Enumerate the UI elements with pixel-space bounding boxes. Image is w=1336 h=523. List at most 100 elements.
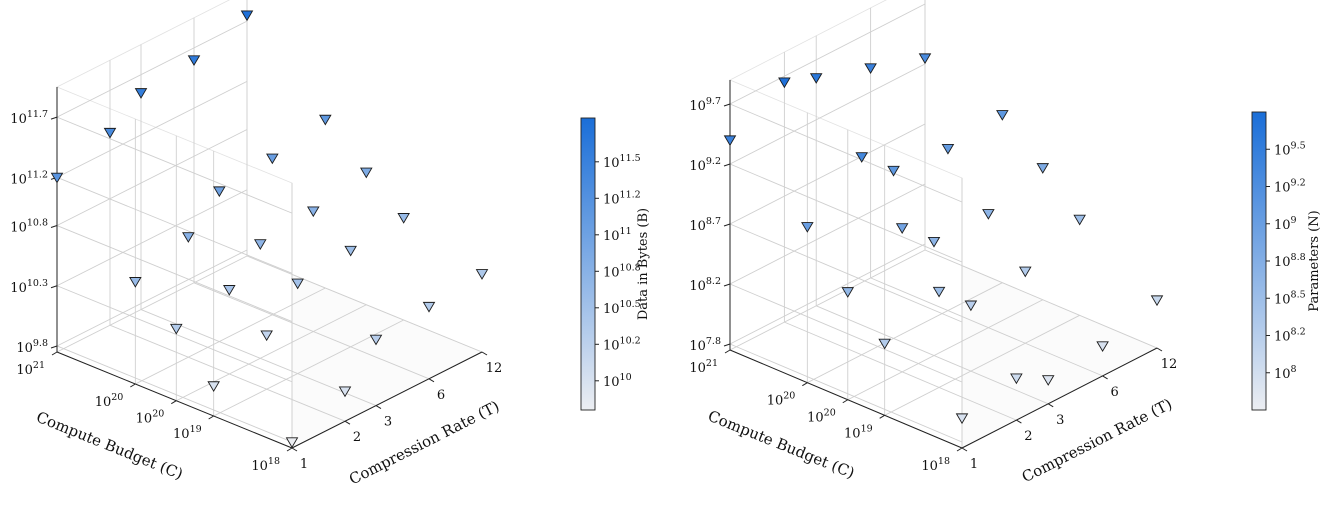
axis-lines xyxy=(56,87,483,449)
data-point xyxy=(887,165,900,177)
x-tick-label: 6 xyxy=(437,388,445,403)
x-tick-label: 1 xyxy=(300,457,308,472)
z-tick-mark xyxy=(723,283,731,287)
x-tick-mark xyxy=(291,447,298,452)
x-tick-mark xyxy=(1156,347,1163,352)
z-tick-mark xyxy=(723,343,731,347)
y-tick-label: 1020 xyxy=(767,391,796,409)
grid-line xyxy=(56,255,248,353)
x-tick-label: 2 xyxy=(1024,429,1032,444)
z-tick-label: 109.8 xyxy=(16,338,48,356)
y-tick-mark xyxy=(51,351,58,356)
colorbar-tick-label: 108.8 xyxy=(1274,252,1306,270)
x-tick-mark xyxy=(375,405,382,409)
data-point xyxy=(864,63,877,75)
data-point xyxy=(223,285,236,296)
data-point xyxy=(878,338,891,350)
colorbar-tick-label: 1011.5 xyxy=(603,153,641,171)
grid-line xyxy=(56,189,248,287)
y-tick-mark xyxy=(842,399,849,404)
z-tick-label: 1010.3 xyxy=(10,278,48,296)
grid-line xyxy=(807,282,1003,384)
axis-lines xyxy=(729,80,1158,449)
y-tick-label: 1019 xyxy=(173,424,202,442)
data-points xyxy=(723,53,1164,425)
x-tick-label: 6 xyxy=(1110,385,1118,400)
grid-line xyxy=(176,304,367,402)
data-point xyxy=(809,73,823,84)
colorbar-tick-label: 1010 xyxy=(603,372,632,390)
data-point xyxy=(918,53,932,65)
colorbar-tick-label: 109 xyxy=(1274,215,1297,233)
grid-line xyxy=(924,249,1158,349)
y-tick-mark xyxy=(171,400,177,405)
grid-line xyxy=(56,80,248,178)
colorbar-tick-label: 108.5 xyxy=(1274,289,1306,307)
data-point xyxy=(170,323,183,335)
data-point xyxy=(213,186,226,198)
data-point xyxy=(397,213,410,224)
x-tick-label: 2 xyxy=(353,430,361,445)
grid-line xyxy=(729,3,926,105)
data-points xyxy=(50,10,489,449)
data-point xyxy=(964,300,978,312)
data-point xyxy=(422,301,436,313)
z-tick-label: 109.7 xyxy=(689,96,721,114)
y-tick-mark xyxy=(208,415,214,420)
x-tick-mark xyxy=(961,447,968,452)
data-point xyxy=(207,381,220,392)
y-tick-mark xyxy=(724,349,731,354)
colorbar-tick-label: 1010.5 xyxy=(603,299,641,317)
colorbar-label: Parameters (N) xyxy=(1307,210,1322,311)
data-point xyxy=(895,223,909,234)
z-tick-mark xyxy=(50,116,58,120)
x-axis-line xyxy=(291,351,483,449)
grid-line xyxy=(729,223,963,323)
z-tick-label: 1011.7 xyxy=(10,109,48,127)
colorbar: 108 108.2 108.5 108.8 109 109.2 109.5 Parameter… xyxy=(1251,111,1322,411)
grid-line xyxy=(729,123,926,225)
colorbar-tick-label: 109.2 xyxy=(1274,178,1306,196)
z-tick-label: 109.2 xyxy=(689,156,721,174)
z-tick-label: 108.2 xyxy=(689,276,721,294)
data-point xyxy=(129,277,142,288)
data-point xyxy=(778,77,791,89)
data-point xyxy=(134,88,148,99)
grid-line xyxy=(870,277,1103,377)
y-tick-label: 1020 xyxy=(807,408,836,426)
data-point xyxy=(1073,214,1086,226)
z-tick-label: 1010.8 xyxy=(10,218,48,236)
x-axis-line xyxy=(961,347,1158,449)
x-tick-mark xyxy=(1016,419,1022,424)
y-tick-label: 1018 xyxy=(251,456,280,474)
y-tick-label: 1020 xyxy=(136,409,165,427)
grid-line xyxy=(56,129,248,226)
x-tick-mark xyxy=(344,420,351,425)
y-tick-mark xyxy=(802,382,808,387)
data-point xyxy=(260,330,273,342)
y-tick-label: 1018 xyxy=(921,456,950,474)
data-point xyxy=(182,232,195,243)
z-tick-mark xyxy=(50,225,58,228)
x-tick-mark xyxy=(481,351,488,356)
data-point xyxy=(955,413,969,425)
data-point xyxy=(254,239,267,250)
grid-line xyxy=(56,225,293,322)
colorbar-gradient xyxy=(1251,111,1267,411)
grid-line xyxy=(816,305,1049,405)
panes xyxy=(729,0,1158,449)
data-point xyxy=(291,278,304,290)
data-point xyxy=(841,287,855,298)
y-tick-label: 1020 xyxy=(95,392,124,410)
x-tick-mark xyxy=(1047,403,1054,408)
data-point xyxy=(801,222,814,233)
grid-line xyxy=(109,324,346,422)
z-tick-label: 108.7 xyxy=(689,216,721,234)
colorbar: 1010 1010.2 1010.5 1010.8 1011 1011.2 1011.5 Da… xyxy=(580,117,651,411)
y-tick-mark xyxy=(956,447,963,452)
data-point xyxy=(1150,295,1164,307)
data-point xyxy=(982,209,995,220)
grid-line xyxy=(884,314,1080,416)
